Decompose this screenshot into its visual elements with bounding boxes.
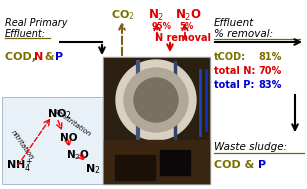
Text: 83%: 83%	[258, 80, 282, 90]
FancyBboxPatch shape	[104, 58, 209, 183]
Text: 5%: 5%	[179, 22, 193, 31]
Text: tCOD:: tCOD:	[214, 52, 246, 62]
FancyBboxPatch shape	[2, 97, 108, 184]
Bar	[115, 155, 155, 180]
Text: Effluent:: Effluent:	[5, 29, 46, 39]
Text: NO$_2$: NO$_2$	[47, 107, 72, 121]
Text: P: P	[258, 160, 266, 170]
Text: N: N	[34, 52, 43, 62]
Text: &: &	[41, 52, 58, 62]
Text: 95%: 95%	[152, 22, 172, 31]
Text: Real Primary: Real Primary	[5, 18, 68, 28]
Circle shape	[134, 78, 178, 122]
Bar	[104, 140, 209, 183]
Text: COD,: COD,	[5, 52, 40, 62]
Text: N$_2$: N$_2$	[148, 8, 164, 23]
Text: nitritation: nitritation	[10, 129, 34, 161]
Text: NO: NO	[60, 133, 77, 143]
Text: N$_2$O: N$_2$O	[175, 8, 202, 23]
Bar	[160, 150, 190, 175]
Text: N removal: N removal	[155, 33, 211, 43]
FancyBboxPatch shape	[103, 57, 210, 184]
Text: Waste sludge:: Waste sludge:	[214, 142, 287, 152]
Circle shape	[116, 60, 196, 140]
Text: NH$_4^+$: NH$_4^+$	[6, 157, 33, 175]
Text: CO$_2$: CO$_2$	[111, 8, 135, 22]
Circle shape	[124, 68, 188, 132]
Text: total P:: total P:	[214, 80, 255, 90]
Text: % removal:: % removal:	[214, 29, 273, 39]
Text: 70%: 70%	[258, 66, 281, 76]
Text: 81%: 81%	[258, 52, 282, 62]
Text: Effluent: Effluent	[214, 18, 255, 28]
Text: total N:: total N:	[214, 66, 255, 76]
Text: denitritation: denitritation	[53, 108, 92, 138]
Text: COD &: COD &	[214, 160, 258, 170]
Text: N$_2$O: N$_2$O	[66, 148, 90, 162]
Text: P: P	[55, 52, 63, 62]
Text: N$_2$: N$_2$	[85, 162, 101, 176]
